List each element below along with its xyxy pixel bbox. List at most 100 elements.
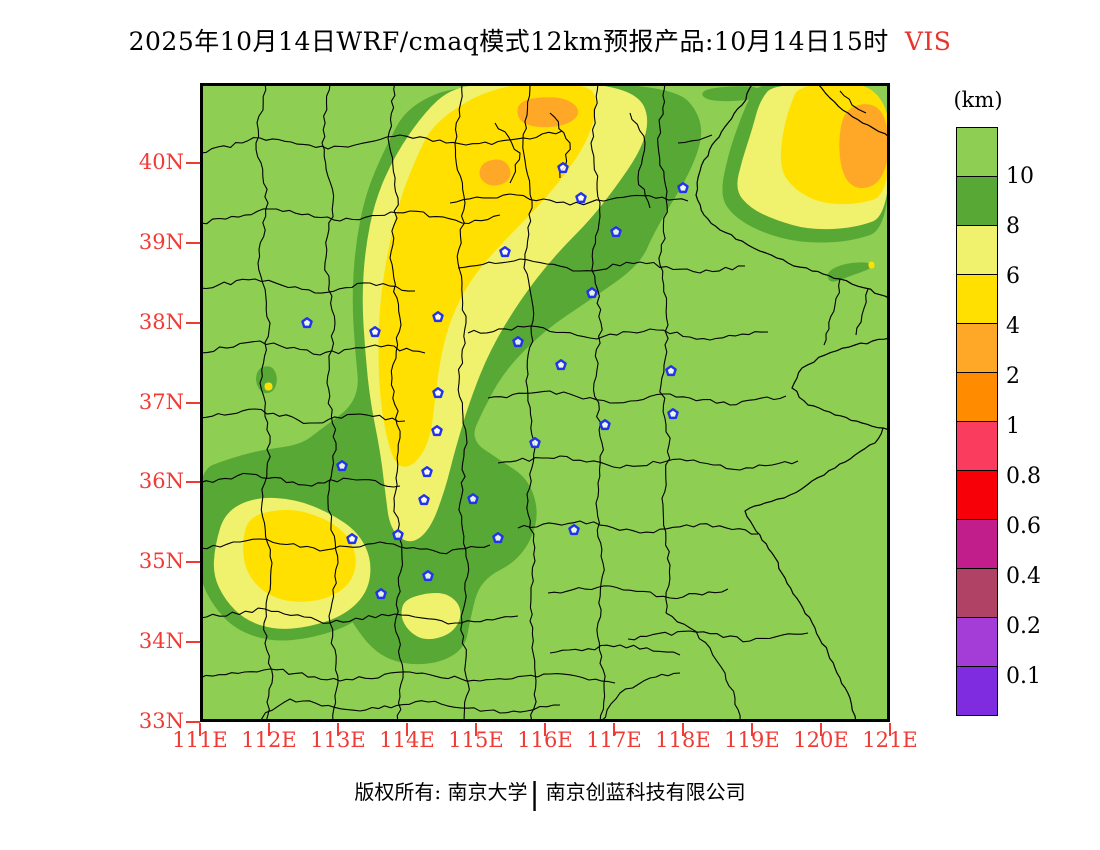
legend-cell-lightyellow	[956, 225, 998, 275]
city-marker-icon	[677, 181, 689, 194]
map-frame	[200, 83, 890, 722]
legend-value-label: 0.6	[1006, 514, 1041, 539]
city-marker-icon	[301, 316, 313, 329]
county-boundary-line	[467, 325, 769, 341]
title-variable-label: VIS	[904, 27, 952, 56]
copyright-footer: 版权所有: 南京大学| 南京创蓝科技有限公司	[0, 776, 1100, 812]
y-axis-label: 36N	[138, 469, 184, 493]
coastline	[695, 83, 890, 300]
x-axis-tick	[682, 723, 684, 736]
vis-contour-region-yellow-14	[868, 261, 875, 269]
county-boundary-line	[547, 585, 729, 600]
vis-contour-region-yellow-11	[243, 510, 356, 602]
legend-unit-label: (km)	[953, 88, 1003, 112]
city-marker-icon	[422, 570, 434, 582]
footer-right-text: 南京创蓝科技有限公司	[545, 780, 746, 804]
x-axis-tick	[337, 723, 339, 736]
legend-value-label: 2	[1006, 364, 1020, 389]
legend-cell-orange	[956, 323, 998, 373]
county-boundary-line	[627, 630, 809, 643]
coastline	[791, 337, 890, 431]
city-marker-icon	[431, 425, 443, 437]
x-axis-label: 118E	[655, 728, 711, 752]
x-axis-label: 115E	[448, 728, 504, 752]
y-axis-tick	[186, 162, 200, 164]
county-boundary-line	[255, 83, 274, 722]
legend-value-label: 0.2	[1006, 614, 1041, 639]
county-boundary-line	[657, 83, 671, 614]
x-axis-label: 112E	[241, 728, 297, 752]
county-boundary-line	[629, 112, 651, 209]
county-boundary-line	[200, 208, 501, 225]
city-marker-icon	[610, 225, 622, 238]
city-marker-icon	[555, 359, 567, 371]
x-axis-tick	[406, 723, 408, 736]
y-axis-tick	[186, 721, 200, 723]
vis-contour-region-darkgreen-4	[827, 262, 872, 282]
legend-value-label: 8	[1006, 214, 1020, 239]
x-axis-tick	[613, 723, 615, 736]
y-axis-label: 34N	[138, 629, 184, 653]
x-axis-label: 113E	[310, 728, 366, 752]
city-marker-icon	[667, 408, 679, 420]
x-axis-label: 117E	[586, 728, 642, 752]
legend-value-label: 10	[1006, 164, 1034, 189]
vis-contour-region-orange-17	[839, 104, 889, 189]
x-axis-label: 121E	[862, 728, 918, 752]
legend-value-label: 4	[1006, 314, 1020, 339]
x-axis-tick	[889, 723, 891, 736]
legend-cell-lightgreen	[956, 127, 998, 177]
coastline	[744, 427, 884, 722]
city-marker-icon	[336, 460, 348, 472]
legend-value-label: 0.8	[1006, 464, 1041, 489]
x-axis-label: 114E	[379, 728, 435, 752]
city-marker-icon	[512, 335, 524, 348]
county-boundary-line	[522, 83, 537, 722]
y-axis-label: 33N	[138, 709, 184, 733]
forecast-map	[200, 83, 890, 722]
legend-cell-darkgreen	[956, 176, 998, 226]
x-axis-tick	[820, 723, 822, 736]
city-marker-icon	[586, 286, 598, 299]
city-marker-icon	[432, 387, 444, 399]
county-boundary-line	[449, 193, 689, 206]
legend-cell-yellow	[956, 274, 998, 324]
x-axis-tick	[199, 723, 201, 736]
coastline	[816, 83, 890, 139]
footer-left-text: 版权所有: 南京大学	[354, 780, 528, 804]
legend-cell-darkorange	[956, 372, 998, 422]
city-marker-icon	[375, 588, 387, 600]
legend-cell-maroon	[956, 568, 998, 618]
city-marker-icon	[346, 533, 358, 545]
county-boundary-line	[457, 258, 746, 274]
y-axis-tick	[186, 402, 200, 404]
legend-cell-red	[956, 470, 998, 520]
vis-contour-region-yellow-13	[264, 382, 273, 391]
x-axis-label: 111E	[172, 728, 228, 752]
x-axis-label: 116E	[517, 728, 573, 752]
county-boundary-line	[855, 288, 869, 336]
city-marker-icon	[568, 524, 580, 536]
county-boundary-line	[677, 134, 713, 144]
county-boundary-line	[549, 644, 681, 656]
county-boundary-line	[321, 83, 339, 722]
county-boundary-line	[599, 672, 681, 722]
y-axis-label: 35N	[138, 549, 184, 573]
legend-cell-pink	[956, 421, 998, 471]
legend-value-label: 0.1	[1006, 664, 1041, 689]
city-marker-icon	[467, 493, 479, 505]
county-boundary-line	[200, 340, 426, 356]
county-boundary-line	[387, 83, 404, 722]
county-boundary-line	[590, 83, 606, 722]
city-marker-icon	[369, 325, 381, 338]
county-boundary-line	[497, 455, 799, 471]
county-boundary-line	[487, 390, 787, 406]
y-axis-label: 38N	[138, 310, 184, 334]
county-boundary-line	[200, 668, 616, 684]
city-marker-icon	[599, 419, 611, 431]
title-text: 2025年10月14日WRF/cmaq模式12km预报产品:10月14日15时	[128, 27, 889, 56]
legend-value-label: 6	[1006, 264, 1020, 289]
county-boundary-line	[517, 520, 759, 535]
city-marker-icon	[499, 245, 511, 258]
